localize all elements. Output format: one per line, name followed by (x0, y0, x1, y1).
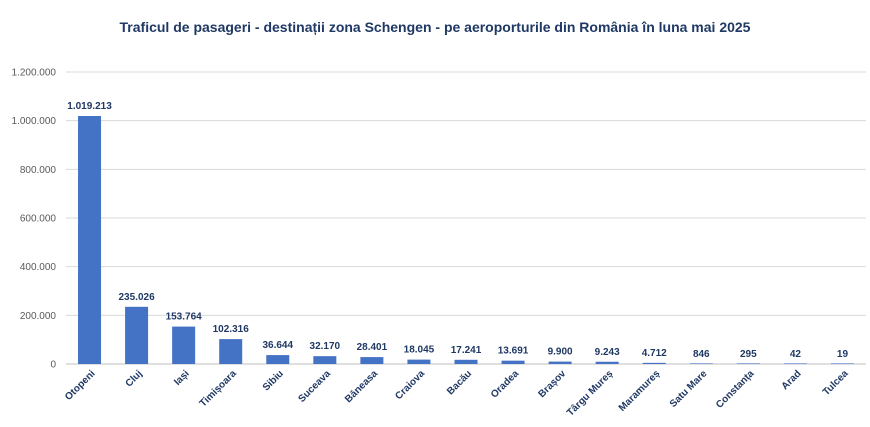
data-label: 846 (693, 349, 710, 360)
bar (360, 357, 384, 364)
data-label: 9.900 (548, 347, 573, 358)
bar (125, 306, 149, 364)
data-label: 1.019.213 (67, 101, 112, 112)
bar (454, 359, 478, 364)
data-label: 4.712 (642, 348, 667, 359)
y-tick-label: 0 (50, 360, 56, 371)
category-label: Arad (780, 368, 804, 392)
category-label: Sibiu (261, 368, 286, 393)
category-label: Târgu Mureș (565, 368, 616, 419)
data-label: 295 (740, 349, 757, 360)
data-label: 28.401 (357, 342, 388, 353)
bar (407, 359, 431, 364)
y-tick-label: 200.000 (20, 311, 57, 322)
bar (783, 363, 807, 364)
data-label: 36.644 (262, 340, 293, 351)
data-label: 13.691 (498, 346, 529, 357)
data-label: 153.764 (166, 312, 203, 323)
y-tick-label: 600.000 (20, 214, 57, 225)
bar (830, 363, 854, 364)
y-tick-label: 1.200.000 (12, 68, 57, 79)
chart-title: Traficul de pasageri - destinații zona S… (119, 19, 751, 35)
bar (595, 361, 619, 364)
bar (501, 360, 525, 364)
category-label: Maramureș (617, 368, 663, 414)
category-label: Constanța (714, 368, 757, 411)
bar (78, 115, 102, 364)
bar (313, 356, 337, 364)
category-label: Oradea (489, 368, 521, 400)
category-label: Suceava (296, 368, 333, 405)
data-label: 19 (837, 349, 849, 360)
data-label: 9.243 (595, 347, 620, 358)
bar (548, 361, 572, 364)
data-label: 102.316 (213, 324, 250, 335)
bar (266, 355, 290, 364)
category-label: Otopeni (63, 368, 98, 403)
category-label: Iași (172, 368, 192, 388)
bar (172, 326, 196, 364)
category-label: Bacău (445, 368, 474, 397)
bar (642, 362, 666, 364)
y-tick-label: 400.000 (20, 262, 57, 273)
category-label: Timișoara (198, 368, 239, 409)
category-label: Satu Mare (668, 368, 710, 410)
data-label: 42 (790, 349, 802, 360)
category-label: Cluj (124, 368, 145, 389)
data-label: 17.241 (451, 345, 482, 356)
y-tick-label: 800.000 (20, 165, 57, 176)
category-label: Băneasa (343, 368, 380, 405)
category-label: Craiova (393, 368, 427, 402)
bar (219, 339, 243, 364)
y-tick-label: 1.000.000 (12, 116, 57, 127)
data-label: 32.170 (310, 341, 341, 352)
category-label: Brașov (536, 368, 568, 400)
bar (689, 363, 713, 364)
data-label: 18.045 (404, 345, 435, 356)
category-label: Tulcea (821, 368, 851, 398)
data-label: 235.026 (119, 292, 156, 303)
bar (736, 363, 760, 364)
